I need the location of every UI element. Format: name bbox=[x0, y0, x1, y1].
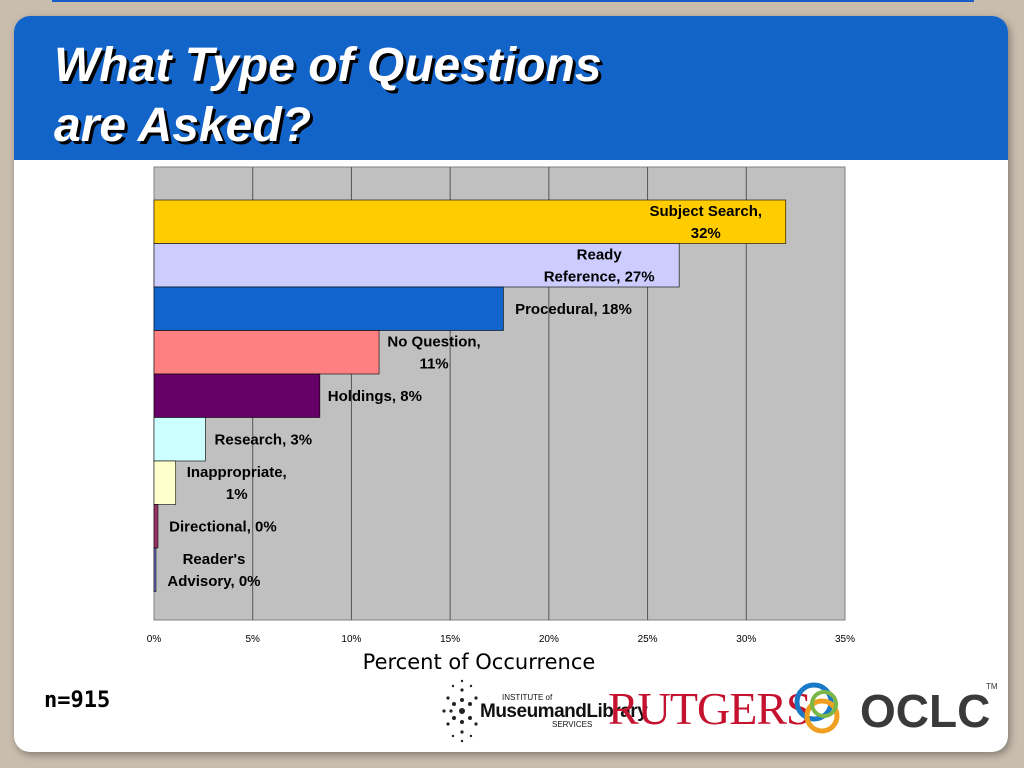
x-tick-label: 10% bbox=[341, 634, 361, 645]
slide-title: What Type of Questions are Asked? bbox=[54, 36, 914, 156]
bar-reader-s-advisory bbox=[153, 547, 157, 592]
x-axis-label: Percent of Occurrence bbox=[362, 650, 596, 674]
rutgers-logo: RUTGERS bbox=[608, 683, 812, 734]
bar-inappropriate bbox=[153, 460, 177, 505]
data-label: 32% bbox=[691, 225, 721, 242]
bar-research bbox=[153, 417, 206, 462]
imls-line-3: SERVICES bbox=[552, 720, 593, 729]
bars bbox=[153, 199, 787, 592]
x-tick-label: 0% bbox=[147, 634, 162, 645]
top-accent-line bbox=[52, 0, 974, 2]
x-tick-label: 20% bbox=[539, 634, 559, 645]
data-labels: Subject Search, 32% Ready Reference, 27% Pro… bbox=[167, 203, 762, 590]
bar-holdings bbox=[153, 373, 321, 418]
data-label: Reader's bbox=[183, 551, 246, 568]
title-line-1: What Type of Questions bbox=[54, 39, 602, 92]
x-tick-label: 35% bbox=[835, 634, 855, 645]
data-label: Holdings, 8% bbox=[328, 388, 422, 405]
x-tick-label: 15% bbox=[440, 634, 460, 645]
x-tick-label: 25% bbox=[638, 634, 658, 645]
data-label: Directional, 0% bbox=[169, 518, 277, 535]
data-label: 11% bbox=[419, 355, 448, 372]
bar-ready-reference bbox=[153, 243, 680, 288]
data-label: Inappropriate, bbox=[187, 464, 287, 481]
x-tick-label: 5% bbox=[245, 634, 260, 645]
data-label: Subject Search, bbox=[649, 203, 762, 220]
oclc-rings-icon bbox=[794, 682, 840, 734]
sample-size: n=915 bbox=[44, 688, 111, 713]
x-axis-ticks: 0% 5% 10% 15% 20% 25% 30% 35% bbox=[147, 634, 855, 645]
bar-directional bbox=[153, 504, 159, 549]
sponsor-logos: INSTITUTE of MuseumandLibrary SERVICES R… bbox=[440, 676, 1000, 746]
data-label: Reference, 27% bbox=[544, 268, 655, 285]
bar-procedural bbox=[153, 286, 504, 331]
data-label: Procedural, 18% bbox=[515, 301, 632, 318]
imls-line-1: INSTITUTE of bbox=[502, 693, 553, 702]
data-label: 1% bbox=[226, 486, 248, 503]
oclc-trademark: TM bbox=[986, 682, 998, 691]
data-label: No Question, bbox=[387, 333, 480, 350]
imls-logo: INSTITUTE of MuseumandLibrary SERVICES bbox=[480, 693, 648, 729]
slide-header: What Type of Questions are Asked? bbox=[14, 16, 1008, 160]
bar-no-question bbox=[153, 330, 380, 375]
data-label: Ready bbox=[577, 246, 623, 263]
imls-line-2: MuseumandLibrary bbox=[480, 701, 648, 722]
data-label: Research, 3% bbox=[215, 431, 313, 448]
bar-subject-search bbox=[153, 199, 787, 244]
data-label: Advisory, 0% bbox=[167, 573, 260, 590]
x-tick-label: 30% bbox=[736, 634, 756, 645]
imls-starburst-icon bbox=[442, 679, 478, 743]
oclc-logo: OCLC bbox=[860, 685, 991, 737]
title-line-2: are Asked? bbox=[54, 99, 312, 152]
